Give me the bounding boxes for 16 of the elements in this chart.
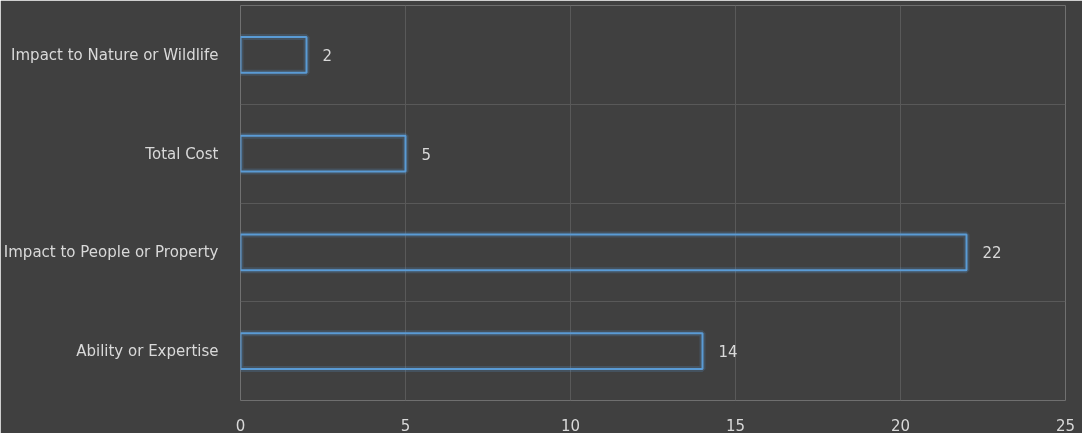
- x-tick-label: 25: [1055, 416, 1076, 433]
- data-label: 2: [322, 46, 333, 65]
- x-tick-label: 0: [235, 416, 246, 433]
- data-label: 14: [718, 343, 738, 362]
- y-tick-label: Impact to People or Property: [3, 243, 219, 262]
- y-tick-label: Impact to Nature or Wildlife: [11, 45, 219, 64]
- bar: [240, 34, 310, 76]
- x-tick-label: 20: [890, 416, 911, 433]
- x-tick-label: 15: [725, 416, 746, 433]
- y-tick-label: Ability or Expertise: [76, 342, 219, 361]
- x-tick-label: 10: [560, 416, 581, 433]
- bar: [240, 330, 706, 372]
- x-tick-label: 5: [400, 416, 411, 433]
- data-label: 5: [421, 145, 432, 164]
- data-label: 22: [982, 244, 1002, 263]
- y-tick-label: Total Cost: [144, 144, 219, 163]
